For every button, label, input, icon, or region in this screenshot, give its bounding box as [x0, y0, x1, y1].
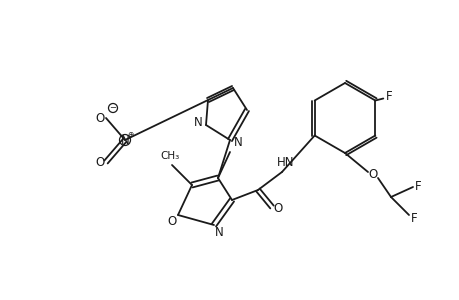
Text: N: N	[120, 134, 129, 146]
Text: −: −	[109, 103, 116, 112]
Text: O: O	[95, 155, 104, 169]
Text: HN: HN	[277, 155, 294, 169]
Text: F: F	[410, 212, 416, 226]
Text: O: O	[167, 215, 176, 229]
Text: N: N	[193, 116, 202, 130]
Text: CH₃: CH₃	[160, 151, 179, 161]
Text: F: F	[385, 90, 392, 103]
Text: O: O	[273, 202, 282, 215]
Text: N: N	[233, 136, 242, 148]
Text: O: O	[95, 112, 104, 124]
Text: N: N	[214, 226, 223, 239]
Text: O: O	[368, 169, 377, 182]
Text: ⊕: ⊕	[127, 130, 134, 139]
Text: F: F	[414, 181, 420, 194]
